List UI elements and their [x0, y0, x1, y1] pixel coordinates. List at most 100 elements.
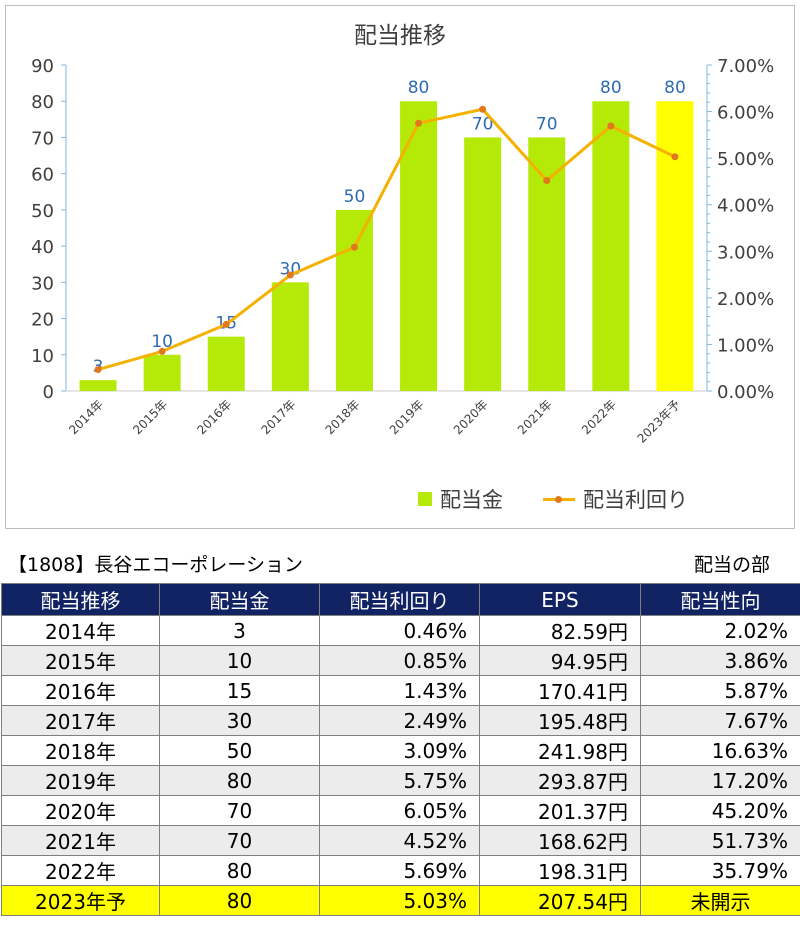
- right-axis-tick-label: 5.00%: [717, 149, 774, 170]
- payout-cell: 51.73%: [640, 825, 800, 856]
- category-label: 2023年予: [635, 397, 683, 445]
- chart-legend: 配当金 配当利回り: [418, 486, 728, 512]
- bar: [207, 336, 245, 391]
- table-row: 2018年 50 3.09% 241.98円 16.63%: [1, 735, 800, 766]
- right-axis-tick-label: 3.00%: [717, 242, 774, 263]
- category-label: 2018年: [323, 397, 363, 437]
- category-label: 2020年: [451, 397, 491, 437]
- legend-swatch-bar: [418, 492, 432, 506]
- payout-cell: 3.86%: [640, 645, 800, 676]
- eps-cell: 198.31円: [479, 855, 641, 886]
- payout-cell: 35.79%: [640, 855, 800, 886]
- yield-cell: 4.52%: [319, 825, 480, 856]
- payout-cell: 17.20%: [640, 765, 800, 796]
- year-cell: 2020年: [1, 795, 160, 826]
- eps-cell: 170.41円: [479, 675, 641, 706]
- right-axis-tick-label: 4.00%: [717, 196, 774, 217]
- yield-cell: 2.49%: [319, 705, 480, 736]
- left-axis-tick-label: 30: [31, 273, 54, 294]
- left-axis-tick-label: 0: [43, 382, 54, 403]
- bar: [335, 209, 373, 391]
- table-row: 2017年 30 2.49% 195.48円 7.67%: [1, 705, 800, 736]
- dividend-chart: 0 10 20 30 40 50 60 70 80 90 0.00% 1.00% 2.00% 3.00% 4…: [31, 56, 774, 446]
- eps-cell: 94.95円: [479, 645, 641, 676]
- left-axis-tick-label: 80: [31, 92, 54, 113]
- payout-cell: 45.20%: [640, 795, 800, 826]
- bar: [656, 101, 694, 391]
- right-axis-tick-label: 6.00%: [717, 103, 774, 124]
- table-row: 2022年 80 5.69% 198.31円 35.79%: [1, 855, 800, 886]
- bar-data-label: 30: [280, 259, 302, 279]
- dividend-cell: 70: [159, 795, 320, 826]
- payout-cell: 5.87%: [640, 675, 800, 706]
- dividend-cell: 10: [159, 645, 320, 676]
- yield-marker: [222, 320, 230, 328]
- eps-cell: 168.62円: [479, 825, 641, 856]
- section-label: 配当の部: [693, 554, 770, 576]
- yield-cell: 5.69%: [319, 855, 480, 886]
- table-header: 配当推移 配当金 配当利回り EPS 配当性向: [1, 583, 800, 616]
- legend-label-dividend: 配当金: [440, 488, 503, 512]
- category-label: 2016年: [194, 397, 234, 437]
- yield-marker: [479, 105, 487, 113]
- chart-title: 配当推移: [354, 23, 446, 49]
- dividend-cell: 80: [159, 855, 320, 886]
- yield-marker: [350, 243, 358, 251]
- category-label: 2017年: [258, 397, 298, 437]
- dividend-cell: 70: [159, 825, 320, 856]
- yield-marker: [158, 347, 166, 355]
- year-cell: 2021年: [1, 825, 160, 856]
- yield-marker: [543, 176, 551, 184]
- eps-cell: 195.48円: [479, 705, 641, 736]
- bar: [271, 282, 309, 391]
- category-label: 2019年: [387, 397, 427, 437]
- bar-data-label: 80: [600, 78, 622, 98]
- payout-cell: 7.67%: [640, 705, 800, 736]
- bar: [400, 101, 438, 391]
- column-header: 配当金: [159, 583, 320, 616]
- yield-cell: 3.09%: [319, 735, 480, 766]
- left-axis-tick-label: 90: [31, 56, 54, 77]
- column-header: 配当推移: [1, 583, 160, 616]
- bar-data-label: 70: [536, 114, 558, 134]
- dividend-table: 配当推移 配当金 配当利回り EPS 配当性向 2014年 3 0.46% 82.59…: [1, 583, 800, 916]
- year-cell: 2014年: [1, 615, 160, 646]
- column-header: 配当利回り: [319, 583, 480, 616]
- right-axis-tick-label: 7.00%: [717, 56, 774, 77]
- eps-cell: 207.54円: [479, 885, 641, 916]
- dividend-cell: 50: [159, 735, 320, 766]
- bar: [464, 137, 502, 391]
- yield-marker: [607, 122, 615, 130]
- yield-marker: [94, 366, 102, 374]
- yield-cell: 0.85%: [319, 645, 480, 676]
- category-label: 2014年: [66, 397, 106, 437]
- bar: [79, 380, 117, 391]
- right-axis-tick-label: 2.00%: [717, 289, 774, 310]
- category-label: 2022年: [579, 397, 619, 437]
- year-cell: 2023年予: [1, 885, 160, 916]
- payout-cell: 2.02%: [640, 615, 800, 646]
- dividend-cell: 80: [159, 885, 320, 916]
- yield-cell: 5.75%: [319, 765, 480, 796]
- left-axis-tick-label: 70: [31, 128, 54, 149]
- legend-item-dividend: 配当金: [418, 484, 503, 514]
- right-axis-tick-label: 1.00%: [717, 335, 774, 356]
- bar: [592, 101, 630, 391]
- yield-marker: [415, 119, 423, 127]
- table-row: 2023年予 80 5.03% 207.54円 未開示: [1, 885, 800, 916]
- left-axis-tick-label: 60: [31, 165, 54, 186]
- yield-marker: [671, 153, 679, 161]
- legend-swatch-line: [543, 492, 575, 506]
- yield-cell: 5.03%: [319, 885, 480, 916]
- dividend-cell: 30: [159, 705, 320, 736]
- eps-cell: 201.37円: [479, 795, 641, 826]
- table-row: 2021年 70 4.52% 168.62円 51.73%: [1, 825, 800, 856]
- table-row: 2020年 70 6.05% 201.37円 45.20%: [1, 795, 800, 826]
- bar-data-label: 50: [344, 187, 366, 207]
- table-row: 2015年 10 0.85% 94.95円 3.86%: [1, 645, 800, 676]
- dividend-cell: 15: [159, 675, 320, 706]
- category-label: 2015年: [130, 397, 170, 437]
- bar-data-label: 70: [472, 114, 494, 134]
- table-row: 2016年 15 1.43% 170.41円 5.87%: [1, 675, 800, 706]
- bar: [528, 137, 566, 391]
